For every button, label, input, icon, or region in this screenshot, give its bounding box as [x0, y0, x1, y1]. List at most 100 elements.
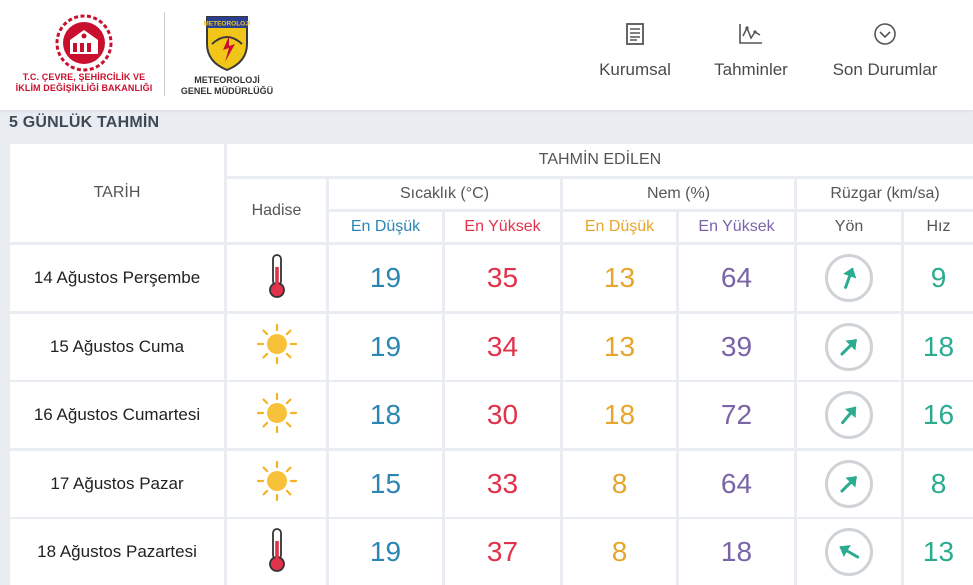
temp-high-cell: 34: [445, 313, 560, 380]
wind-speed-cell: 8: [904, 450, 973, 517]
sun-icon: [255, 391, 299, 440]
wind-direction-icon: [825, 391, 873, 439]
date-cell: 15 Ağustos Cuma: [10, 313, 224, 380]
wind-direction-icon: [825, 322, 873, 371]
temp-high-cell: 30: [445, 382, 560, 448]
met-logo[interactable]: METEOROLOJİ METEOROLOJİ GENEL MÜDÜRLÜĞÜ: [176, 14, 278, 100]
humidity-high-value: 18: [720, 536, 753, 567]
sun-icon: [255, 459, 299, 508]
chart-icon: [739, 24, 762, 44]
humidity-low-value: 8: [611, 536, 628, 567]
temp-high-value: 33: [486, 467, 519, 499]
header-wind-group: Rüzgar (km/sa): [797, 179, 973, 209]
date-cell: 16 Ağustos Cumartesi: [10, 382, 224, 448]
thermometer-icon: [266, 527, 288, 578]
date-value: 18 Ağustos Pazartesi: [37, 542, 197, 561]
event-cell: [227, 382, 326, 448]
ministry-name-line2: İKLİM DEĞİŞİKLİĞİ BAKANLIĞI: [15, 83, 153, 93]
temp-low-value: 19: [369, 262, 402, 293]
event-cell: [227, 313, 326, 380]
ministry-logo[interactable]: T.C. ÇEVRE, ŞEHİRCİLİK VE İKLİM DEĞİŞİKL…: [14, 12, 154, 102]
temp-low-value: 15: [369, 467, 402, 499]
temp-high-value: 30: [486, 399, 519, 430]
wind-speed-cell: 9: [904, 245, 973, 311]
temp-high-cell: 37: [445, 519, 560, 585]
humidity-low-cell: 8: [563, 519, 676, 585]
temp-low-cell: 18: [329, 382, 442, 448]
temp-low-cell: 15: [329, 450, 442, 517]
humidity-high-cell: 64: [679, 450, 794, 517]
wind-direction-icon: [825, 254, 873, 302]
section-title: 5 GÜNLÜK TAHMİN: [9, 114, 160, 131]
wind-direction-cell: [797, 313, 901, 380]
met-name-line2: GENEL MÜDÜRLÜĞÜ: [180, 86, 274, 96]
humidity-low-value: 13: [603, 262, 636, 293]
header-date: TARİH: [10, 144, 224, 242]
header-temp-low: En Düşük: [329, 212, 442, 242]
humidity-high-value: 64: [720, 262, 753, 293]
met-name-line1: METEOROLOJİ: [194, 75, 260, 85]
humidity-high-cell: 18: [679, 519, 794, 585]
nav-son-durumlar[interactable]: Son Durumlar: [822, 22, 948, 80]
date-cell: 18 Ağustos Pazartesi: [10, 519, 224, 585]
header-wind-speed: Hız: [904, 212, 973, 242]
chevron-down-circle-icon: [874, 23, 896, 45]
humidity-low-cell: 8: [563, 450, 676, 517]
wind-direction-cell: [797, 245, 901, 311]
event-cell: [227, 245, 326, 311]
nav-tahminler-label: Tahminler: [714, 60, 788, 79]
humidity-low-cell: 18: [563, 382, 676, 448]
wind-direction-cell: [797, 382, 901, 448]
event-cell: [227, 450, 326, 517]
header-humidity-group: Nem (%): [563, 179, 794, 209]
date-cell: 14 Ağustos Perşembe: [10, 245, 224, 311]
nav-kurumsal[interactable]: Kurumsal: [592, 22, 678, 80]
temp-high-value: 37: [486, 536, 519, 567]
humidity-low-value: 13: [603, 330, 636, 362]
wind-speed-value: 9: [930, 262, 947, 293]
humidity-low-cell: 13: [563, 313, 676, 380]
temp-high-cell: 33: [445, 450, 560, 517]
event-cell: [227, 519, 326, 585]
temp-low-value: 19: [369, 330, 402, 362]
wind-direction-cell: [797, 450, 901, 517]
humidity-high-cell: 64: [679, 245, 794, 311]
header-humidity-low: En Düşük: [563, 212, 676, 242]
temp-low-cell: 19: [329, 245, 442, 311]
wind-speed-cell: 16: [904, 382, 973, 448]
ministry-name-line1: T.C. ÇEVRE, ŞEHİRCİLİK VE: [22, 72, 146, 82]
header-forecast-group: TAHMİN EDİLEN: [227, 144, 973, 176]
wind-speed-value: 18: [922, 330, 955, 362]
humidity-high-cell: 72: [679, 382, 794, 448]
wind-speed-cell: 13: [904, 519, 973, 585]
date-value: 15 Ağustos Cuma: [49, 336, 185, 356]
thermometer-icon: [266, 253, 288, 304]
temp-low-cell: 19: [329, 519, 442, 585]
wind-direction-icon: [825, 528, 873, 576]
site-header: T.C. ÇEVRE, ŞEHİRCİLİK VE İKLİM DEĞİŞİKL…: [0, 0, 973, 110]
temp-high-value: 35: [486, 262, 519, 293]
temp-low-value: 18: [369, 399, 402, 430]
sun-icon: [255, 322, 299, 371]
humidity-high-value: 39: [720, 330, 753, 362]
header-temperature-group: Sıcaklık (°C): [329, 179, 560, 209]
header-wind-direction: Yön: [797, 212, 901, 242]
wind-direction-icon: [825, 459, 873, 508]
met-logo-text: METEOROLOJİ: [204, 20, 250, 28]
temp-high-cell: 35: [445, 245, 560, 311]
header-temp-high: En Yüksek: [445, 212, 560, 242]
nav-tahminler[interactable]: Tahminler: [706, 22, 796, 80]
logo-divider: [164, 12, 165, 96]
date-cell: 17 Ağustos Pazar: [10, 450, 224, 517]
wind-direction-cell: [797, 519, 901, 585]
document-icon: [626, 23, 644, 45]
date-value: 17 Ağustos Pazar: [50, 473, 184, 493]
met-shield-icon: METEOROLOJİ: [204, 16, 250, 72]
temp-low-cell: 19: [329, 313, 442, 380]
humidity-high-value: 64: [720, 467, 753, 499]
nav-kurumsal-label: Kurumsal: [599, 60, 671, 79]
ministry-emblem-icon: [55, 14, 113, 72]
humidity-high-cell: 39: [679, 313, 794, 380]
header-humidity-high: En Yüksek: [679, 212, 794, 242]
nav-son-durumlar-label: Son Durumlar: [832, 60, 938, 79]
